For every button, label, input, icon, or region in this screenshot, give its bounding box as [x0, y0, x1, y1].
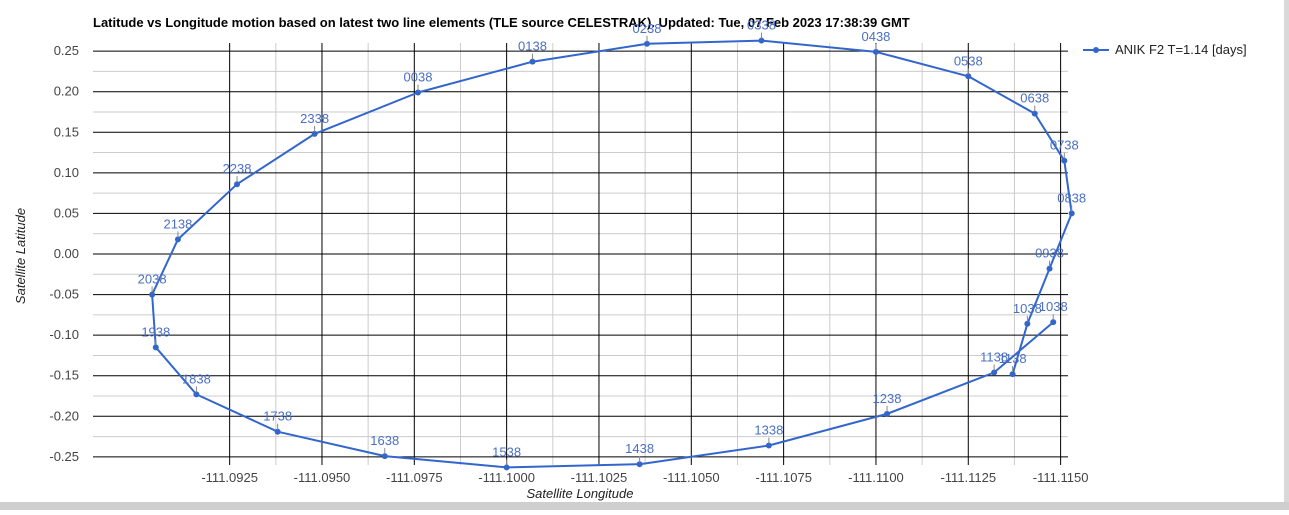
data-point[interactable] [274, 428, 281, 435]
legend-marker [1093, 47, 1099, 53]
point-label: 0038 [404, 70, 433, 85]
data-point[interactable] [149, 291, 156, 298]
point-label: 2038 [138, 272, 167, 287]
point-label: 1538 [492, 444, 521, 459]
data-point[interactable] [1031, 110, 1038, 117]
y-tick-label: -0.15 [49, 368, 79, 383]
x-axis-title: Satellite Longitude [527, 486, 634, 501]
legend-entry: ANIK F2 T=1.14 [days] [1115, 42, 1247, 57]
data-point[interactable] [529, 58, 536, 65]
y-tick-label: -0.05 [49, 287, 79, 302]
data-point[interactable] [152, 344, 159, 351]
series-layer [149, 37, 1075, 471]
point-label: 2338 [300, 111, 329, 126]
data-point[interactable] [1009, 371, 1016, 378]
data-point[interactable] [1050, 319, 1057, 326]
x-tick-label: -111.1150 [1033, 470, 1089, 485]
x-tick-label: -111.0925 [201, 470, 258, 485]
x-tick-label: -111.1000 [478, 470, 535, 485]
data-point[interactable] [381, 453, 388, 460]
tick-labels: 0.25 0.20 0.15 0.10 0.05 0.00 -0.05 -0.10 -0.15 -… [49, 43, 1088, 485]
point-label: 0338 [747, 18, 776, 33]
series-line [151, 39, 1073, 469]
x-tick-label: -111.1075 [755, 470, 812, 485]
point-label: 0938 [1035, 246, 1064, 261]
y-tick-label: 0.15 [54, 124, 79, 139]
y-tick-label: 0.10 [54, 165, 79, 180]
data-point[interactable] [1061, 157, 1068, 164]
point-label: 1138 [980, 349, 1008, 364]
y-tick-label: 0.05 [54, 205, 79, 220]
point-label: 0238 [633, 21, 662, 36]
y-tick-label: 0.00 [54, 246, 79, 261]
legend[interactable]: ANIK F2 T=1.14 [days] [1083, 42, 1247, 57]
point-label: 1038 [1039, 299, 1068, 314]
y-tick-label: -0.20 [49, 408, 79, 423]
right-border [1284, 0, 1289, 502]
data-point[interactable] [643, 40, 650, 47]
data-point[interactable] [758, 37, 765, 44]
grid-layer [93, 43, 1068, 465]
data-point[interactable] [234, 181, 241, 188]
point-label: 1238 [873, 391, 902, 406]
x-tick-label: -111.1100 [848, 470, 904, 485]
data-point[interactable] [884, 410, 891, 417]
y-tick-label: 0.25 [54, 43, 79, 58]
point-label: 1338 [754, 423, 783, 438]
point-label: 2138 [163, 216, 192, 231]
x-tick-label: -111.1125 [940, 470, 996, 485]
data-point[interactable] [872, 48, 879, 55]
point-label: 1738 [263, 409, 292, 424]
point-label: 1438 [625, 441, 654, 456]
point-label: 1038 [1013, 301, 1042, 316]
x-tick-label: -111.1025 [571, 470, 628, 485]
data-point[interactable] [1068, 210, 1075, 217]
data-point[interactable] [636, 461, 643, 468]
data-point[interactable] [415, 89, 421, 96]
data-point[interactable] [311, 130, 318, 137]
point-label: 1638 [370, 433, 399, 448]
y-tick-label: 0.20 [54, 84, 79, 99]
data-point[interactable] [991, 369, 998, 376]
y-tick-label: -0.10 [49, 327, 79, 342]
x-tick-label: -111.1050 [663, 470, 720, 485]
data-point[interactable] [503, 464, 510, 471]
point-label: 0838 [1057, 190, 1086, 205]
data-point[interactable] [765, 442, 772, 449]
data-point[interactable] [965, 73, 972, 80]
bottom-scrollbar[interactable] [0, 502, 1289, 510]
point-label: 0438 [861, 29, 890, 44]
point-labels: 1138 1038 0938 0838 0738 0638 0538 0438 0338 0238… [138, 18, 1086, 466]
point-label: 1138 [999, 351, 1027, 366]
data-point[interactable] [1046, 265, 1053, 272]
x-tick-label: -111.0950 [294, 470, 351, 485]
point-label: 2238 [223, 161, 252, 176]
point-label: 0138 [518, 39, 547, 54]
y-tick-label: -0.25 [49, 449, 79, 464]
chart-title: Latitude vs Longitude motion based on la… [93, 15, 910, 30]
point-label: 0538 [954, 53, 983, 68]
data-point[interactable] [174, 236, 181, 243]
y-axis-title: Satellite Latitude [13, 208, 28, 304]
x-tick-label: -111.0975 [386, 470, 443, 485]
data-point[interactable] [1024, 320, 1031, 327]
point-label: 1938 [141, 324, 170, 339]
point-label: 1838 [182, 371, 211, 386]
point-label: 0638 [1020, 91, 1049, 106]
point-label: 0738 [1050, 138, 1079, 153]
data-point[interactable] [193, 391, 200, 398]
